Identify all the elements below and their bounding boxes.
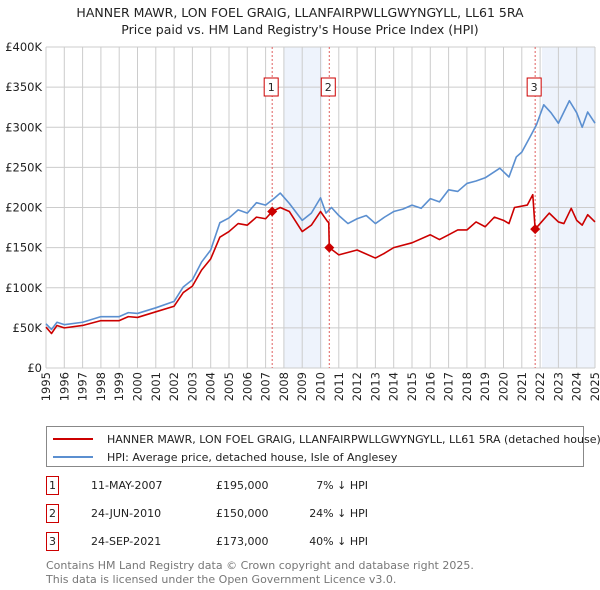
y-tick-label: £0 bbox=[27, 361, 42, 375]
x-tick-label: 2018 bbox=[460, 372, 474, 401]
x-tick-label: 2010 bbox=[314, 372, 328, 401]
x-tick-label: 2006 bbox=[240, 372, 254, 401]
x-tick-label: 2001 bbox=[149, 372, 163, 401]
footer-licence: This data is licensed under the Open Gov… bbox=[46, 573, 397, 586]
x-tick-label: 2023 bbox=[551, 372, 565, 401]
x-tick-label: 2015 bbox=[405, 372, 419, 401]
sale-price: £173,000 bbox=[216, 535, 269, 548]
legend-label-hpi: HPI: Average price, detached house, Isle… bbox=[107, 450, 398, 464]
x-tick-label: 2012 bbox=[350, 372, 364, 401]
x-tick-label: 1998 bbox=[94, 372, 108, 401]
footer-copyright: Contains HM Land Registry data © Crown c… bbox=[46, 559, 474, 572]
x-tick-label: 2013 bbox=[368, 372, 382, 401]
y-tick-label: £300K bbox=[5, 120, 42, 134]
legend-item-hpi: HPI: Average price, detached house, Isle… bbox=[53, 449, 397, 465]
sale-row: 2 24-JUN-2010 £150,000 24% ↓ HPI bbox=[46, 504, 446, 526]
x-tick-label: 2005 bbox=[222, 372, 236, 401]
x-tick-label: 1997 bbox=[76, 372, 90, 401]
sale-hpi-diff: 24% ↓ HPI bbox=[309, 507, 368, 520]
sale-number-badge: 2 bbox=[46, 504, 59, 523]
sale-row: 3 24-SEP-2021 £173,000 40% ↓ HPI bbox=[46, 532, 446, 554]
y-tick-label: £250K bbox=[5, 160, 42, 174]
sale-number-box bbox=[526, 77, 542, 97]
y-tick-label: £200K bbox=[5, 201, 42, 215]
sale-price: £150,000 bbox=[216, 507, 269, 520]
legend-swatch-hpi bbox=[53, 456, 93, 458]
y-tick-label: £150K bbox=[5, 241, 42, 255]
x-tick-label: 2025 bbox=[588, 372, 600, 401]
sale-number-label: 1 bbox=[268, 81, 275, 94]
y-tick-label: £100K bbox=[5, 281, 42, 295]
sale-date: 11-MAY-2007 bbox=[91, 479, 163, 492]
sale-number-box bbox=[263, 77, 279, 97]
sale-number-label: 2 bbox=[325, 81, 332, 94]
x-tick-label: 1996 bbox=[57, 372, 71, 401]
x-tick-label: 1999 bbox=[112, 372, 126, 401]
y-tick-label: £50K bbox=[13, 321, 43, 335]
x-tick-label: 2024 bbox=[570, 372, 584, 401]
x-tick-label: 2000 bbox=[131, 372, 145, 401]
x-tick-label: 1995 bbox=[39, 372, 53, 401]
x-tick-label: 2004 bbox=[204, 372, 218, 401]
legend: HANNER MAWR, LON FOEL GRAIG, LLANFAIRPWL… bbox=[46, 426, 600, 467]
x-tick-label: 2019 bbox=[478, 372, 492, 401]
sale-point bbox=[267, 206, 278, 217]
x-tick-label: 2008 bbox=[277, 372, 291, 401]
legend-label-property: HANNER MAWR, LON FOEL GRAIG, LLANFAIRPWL… bbox=[107, 432, 600, 446]
x-tick-label: 2021 bbox=[515, 372, 529, 401]
sale-number-box bbox=[320, 77, 336, 97]
sale-date: 24-SEP-2021 bbox=[91, 535, 162, 548]
x-tick-label: 2016 bbox=[423, 372, 437, 401]
legend-swatch-property bbox=[53, 438, 93, 440]
sale-date: 24-JUN-2010 bbox=[91, 507, 162, 520]
sale-hpi-diff: 7% ↓ HPI bbox=[316, 479, 368, 492]
x-tick-label: 2009 bbox=[295, 372, 309, 401]
sale-number-label: 3 bbox=[531, 81, 538, 94]
y-tick-label: £400K bbox=[5, 40, 42, 54]
sale-hpi-diff: 40% ↓ HPI bbox=[309, 535, 368, 548]
chart-subtitle: Price paid vs. HM Land Registry's House … bbox=[121, 22, 479, 37]
x-tick-label: 2007 bbox=[259, 372, 273, 401]
sale-point bbox=[324, 242, 335, 253]
x-tick-label: 2022 bbox=[533, 372, 547, 401]
sale-number-badge: 3 bbox=[46, 532, 59, 551]
sale-row: 1 11-MAY-2007 £195,000 7% ↓ HPI bbox=[46, 476, 446, 498]
sale-point bbox=[530, 224, 541, 235]
x-tick-label: 2017 bbox=[442, 372, 456, 401]
x-tick-label: 2003 bbox=[185, 372, 199, 401]
x-tick-label: 2011 bbox=[332, 372, 346, 401]
x-tick-label: 2014 bbox=[387, 372, 401, 401]
legend-item-property: HANNER MAWR, LON FOEL GRAIG, LLANFAIRPWL… bbox=[53, 431, 600, 447]
chart-title: HANNER MAWR, LON FOEL GRAIG, LLANFAIRPWL… bbox=[76, 5, 524, 20]
sale-number-badge: 1 bbox=[46, 476, 59, 495]
price-chart: 1 2 3 1995 1996 1997 1998 1999 2000 2001 2002 2003 2… bbox=[5, 40, 600, 401]
y-tick-label: £350K bbox=[5, 80, 42, 94]
hpi-line bbox=[45, 99, 596, 331]
sale-price: £195,000 bbox=[216, 479, 269, 492]
x-tick-label: 2020 bbox=[497, 372, 511, 401]
x-tick-label: 2002 bbox=[167, 372, 181, 401]
